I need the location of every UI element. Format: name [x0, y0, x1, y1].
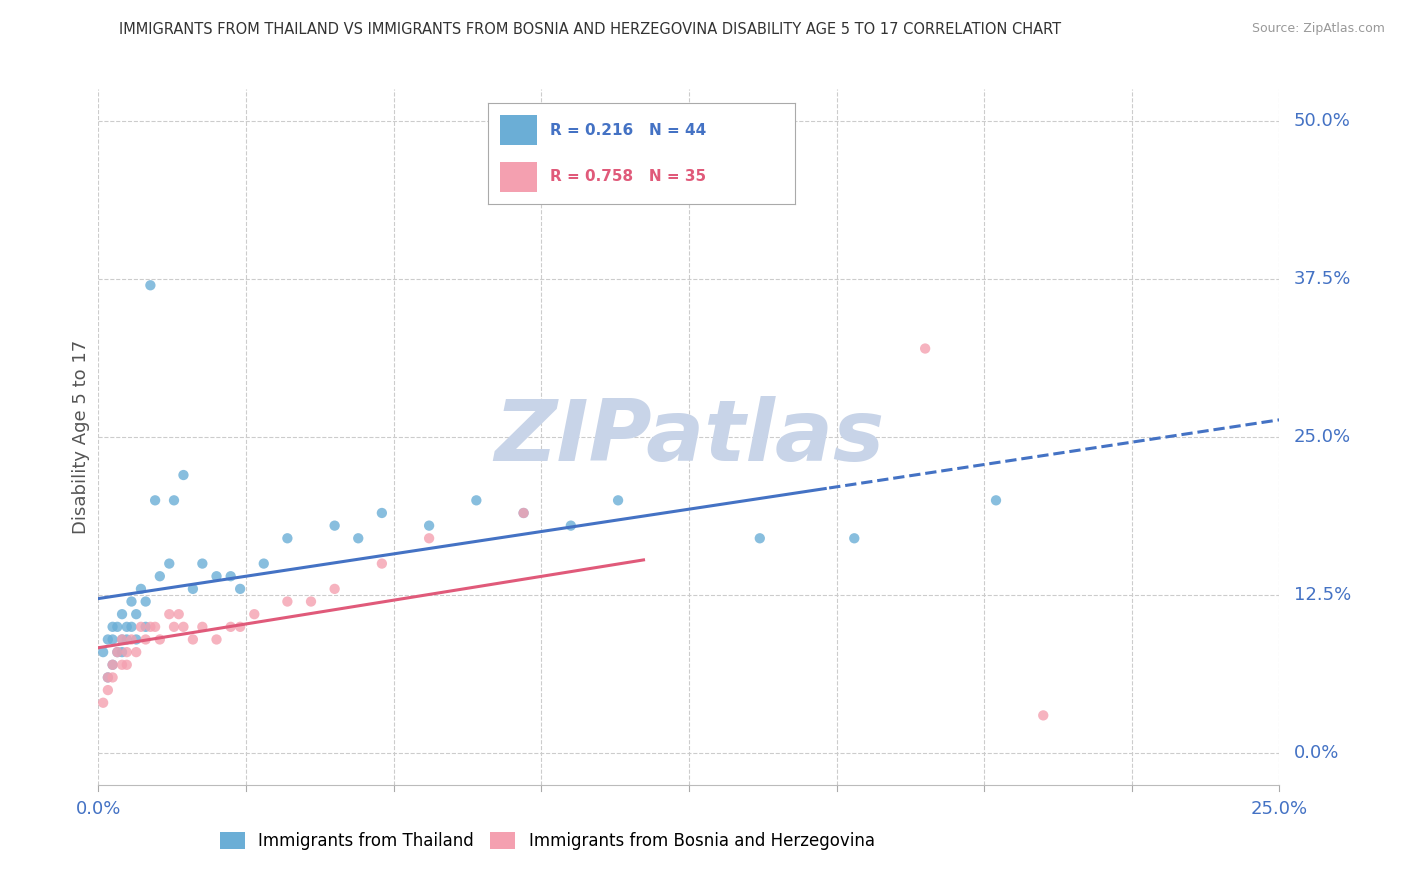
Point — [149, 569, 172, 583]
Point — [748, 531, 770, 545]
Point — [181, 582, 204, 596]
Point — [129, 620, 152, 634]
Point — [105, 620, 128, 634]
Point — [97, 670, 120, 684]
Point — [371, 557, 394, 571]
Point — [105, 645, 128, 659]
Point — [97, 670, 120, 684]
Point — [418, 531, 440, 545]
Point — [135, 620, 157, 634]
Point — [172, 468, 194, 483]
Point — [512, 506, 534, 520]
Point — [125, 607, 148, 622]
Point — [371, 506, 394, 520]
Point — [323, 518, 346, 533]
Point — [101, 632, 124, 647]
Point — [205, 569, 228, 583]
Point — [105, 645, 128, 659]
Point — [115, 620, 138, 634]
Point — [97, 683, 120, 698]
Point — [139, 278, 162, 293]
Point — [167, 607, 190, 622]
Point — [205, 632, 228, 647]
Point — [607, 493, 630, 508]
Point — [512, 506, 534, 520]
Point — [111, 607, 134, 622]
Point — [560, 518, 582, 533]
Point — [219, 569, 242, 583]
Text: 25.0%: 25.0% — [1251, 800, 1308, 818]
Point — [139, 620, 162, 634]
Point — [418, 518, 440, 533]
Y-axis label: Disability Age 5 to 17: Disability Age 5 to 17 — [72, 340, 90, 534]
Point — [914, 342, 936, 356]
Point — [157, 557, 180, 571]
Point — [219, 620, 242, 634]
Text: 0.0%: 0.0% — [1294, 744, 1339, 763]
Point — [101, 620, 124, 634]
Point — [101, 670, 124, 684]
Point — [125, 645, 148, 659]
Text: 12.5%: 12.5% — [1294, 586, 1351, 604]
Point — [101, 657, 124, 672]
Point — [91, 645, 114, 659]
Text: 37.5%: 37.5% — [1294, 270, 1351, 288]
Point — [229, 582, 252, 596]
Point — [172, 620, 194, 634]
Text: ZIPatlas: ZIPatlas — [494, 395, 884, 479]
Point — [135, 594, 157, 608]
Point — [163, 620, 186, 634]
Point — [191, 557, 214, 571]
Point — [229, 620, 252, 634]
Point — [101, 657, 124, 672]
Point — [111, 632, 134, 647]
Point — [143, 620, 166, 634]
Point — [1032, 708, 1054, 723]
Point — [465, 493, 488, 508]
Point — [121, 594, 143, 608]
Point — [115, 632, 138, 647]
Text: 25.0%: 25.0% — [1294, 428, 1351, 446]
Point — [115, 657, 138, 672]
Point — [149, 632, 172, 647]
Point — [276, 531, 298, 545]
Point — [143, 493, 166, 508]
Text: IMMIGRANTS FROM THAILAND VS IMMIGRANTS FROM BOSNIA AND HERZEGOVINA DISABILITY AG: IMMIGRANTS FROM THAILAND VS IMMIGRANTS F… — [120, 22, 1062, 37]
Point — [121, 632, 143, 647]
Point — [243, 607, 266, 622]
Point — [844, 531, 866, 545]
Point — [97, 632, 120, 647]
Point — [181, 632, 204, 647]
Point — [163, 493, 186, 508]
Point — [91, 696, 114, 710]
Point — [157, 607, 180, 622]
Point — [111, 632, 134, 647]
Point — [984, 493, 1007, 508]
Text: 50.0%: 50.0% — [1294, 112, 1351, 130]
Text: Source: ZipAtlas.com: Source: ZipAtlas.com — [1251, 22, 1385, 36]
Point — [121, 620, 143, 634]
Point — [276, 594, 298, 608]
Point — [135, 632, 157, 647]
Point — [323, 582, 346, 596]
Text: 0.0%: 0.0% — [76, 800, 121, 818]
Point — [111, 657, 134, 672]
Point — [299, 594, 322, 608]
Point — [253, 557, 276, 571]
Point — [347, 531, 370, 545]
Point — [111, 645, 134, 659]
Legend: Immigrants from Thailand, Immigrants from Bosnia and Herzegovina: Immigrants from Thailand, Immigrants fro… — [212, 825, 882, 856]
Point — [129, 582, 152, 596]
Point — [191, 620, 214, 634]
Point — [125, 632, 148, 647]
Point — [115, 645, 138, 659]
